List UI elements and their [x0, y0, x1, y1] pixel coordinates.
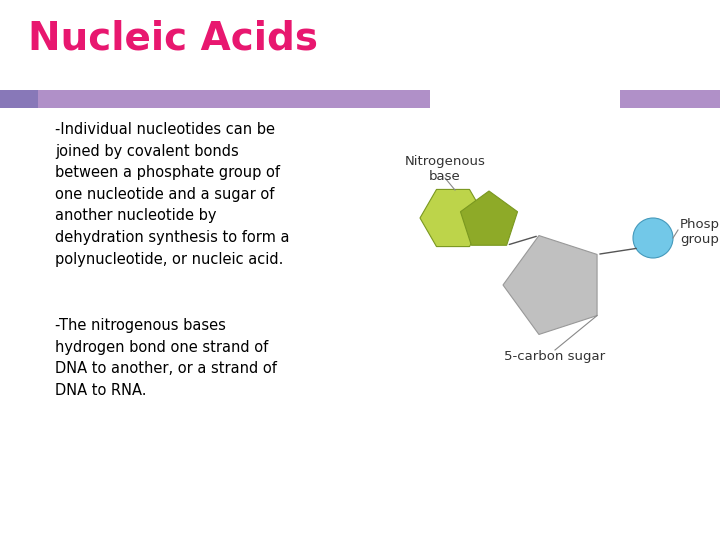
Polygon shape — [420, 190, 486, 247]
Text: 5-carbon sugar: 5-carbon sugar — [505, 350, 606, 363]
Text: Nitrogenous
base: Nitrogenous base — [405, 155, 485, 183]
Bar — [430, 90, 620, 108]
Text: -Individual nucleotides can be
joined by covalent bonds
between a phosphate grou: -Individual nucleotides can be joined by… — [55, 122, 289, 267]
Circle shape — [633, 218, 673, 258]
Polygon shape — [503, 235, 597, 334]
Polygon shape — [461, 191, 518, 245]
Bar — [0, 90, 38, 108]
Text: -The nitrogenous bases
hydrogen bond one strand of
DNA to another, or a strand o: -The nitrogenous bases hydrogen bond one… — [55, 318, 277, 398]
Text: Phosphate
group: Phosphate group — [680, 218, 720, 246]
Text: Nucleic Acids: Nucleic Acids — [28, 20, 318, 58]
Bar — [0, 90, 720, 108]
